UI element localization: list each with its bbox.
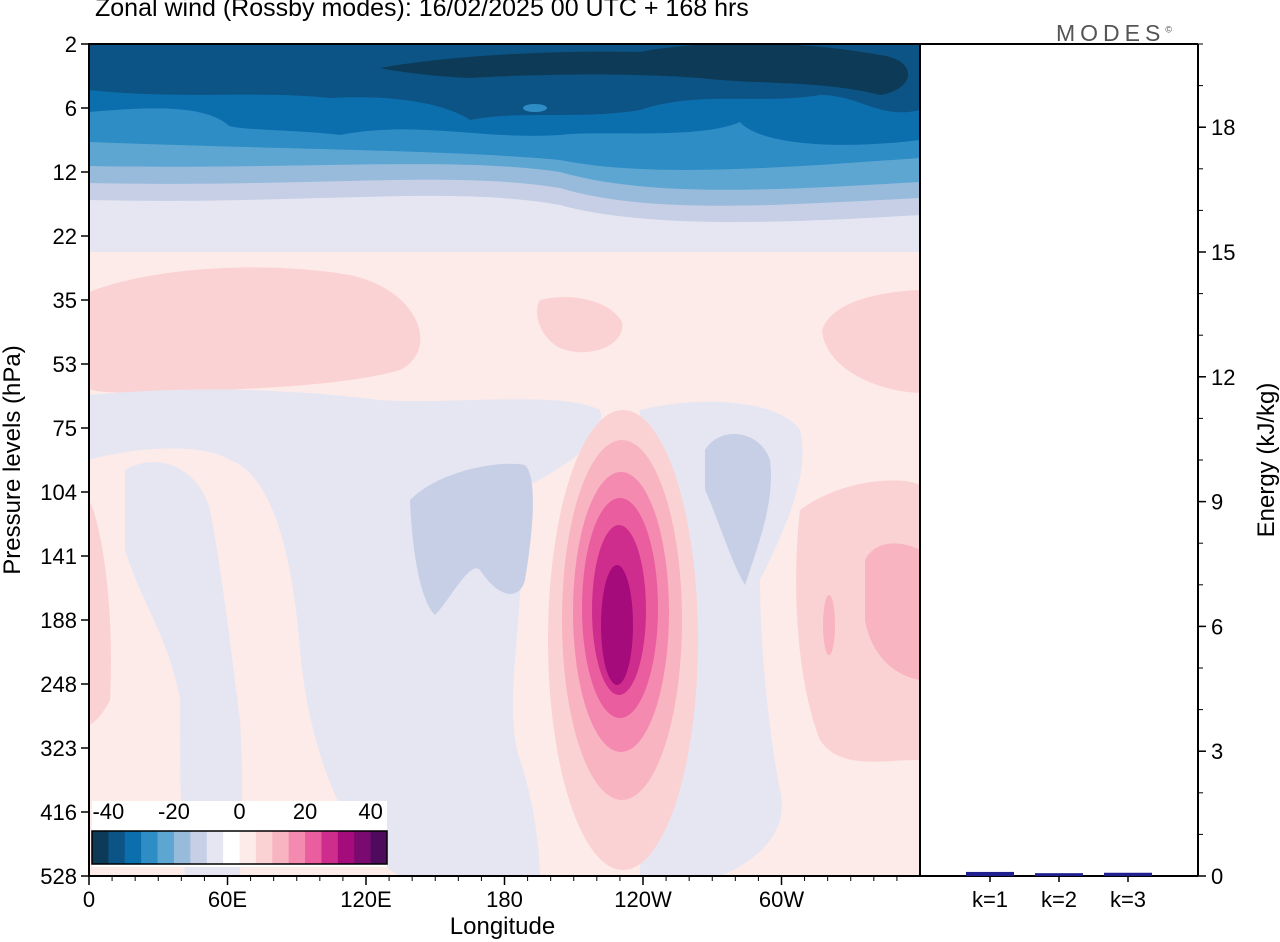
y-tick-label: 12 [53,160,77,185]
energy-bar [966,871,1014,876]
colorbar-swatch [141,831,159,864]
y-axis-title: Pressure levels (hPa) [0,345,26,574]
y-tick-label: 416 [40,800,77,825]
y-tick-label: 104 [40,480,77,505]
easterly-core-1 [410,463,533,615]
energy-bar [1104,872,1152,876]
colorbar-tick-label: 0 [233,799,245,824]
band-negative-core [380,44,909,95]
energy-tick-label: 9 [1211,490,1223,515]
y-tick-label: 53 [53,352,77,377]
colorbar-swatch [288,831,306,864]
modes-logo: MODES© [1056,20,1172,47]
colorbar-swatch [173,831,191,864]
contour-field [89,44,920,876]
colorbar-swatch [190,831,208,864]
colorbar: -40 -20 0 20 40 [91,799,388,867]
energy-tick-label: 6 [1211,614,1223,639]
y-tick-label: 323 [40,736,77,761]
bar-category-label: k=3 [1110,887,1146,912]
y-tick-label: 35 [53,288,77,313]
colorbar-swatch [124,831,142,864]
colorbar-swatch [255,831,273,864]
x-tick-label: 120E [340,887,391,912]
westerly-core-east [865,543,920,680]
y-tick-label: 248 [40,672,77,697]
colorbar-swatch [108,831,126,864]
heatmap-axes: 0 60E 120E 180 120W 60W 2 6 12 22 35 53 75 104 141 188 2… [0,32,898,940]
colorbar-swatch [370,831,388,864]
energy-tick-label: 12 [1211,365,1235,390]
energy-tick-label: 0 [1211,864,1223,889]
westerly-sliver [823,595,835,655]
logo-text: MODES [1056,20,1166,46]
colorbar-tick-label: 20 [293,799,317,824]
logo-mark: © [1165,24,1172,35]
small-patch [523,104,547,112]
colorbar-swatch [305,831,322,864]
energy-axis: 0 3 6 9 12 15 18 Energy (kJ/kg) [1198,43,1280,889]
colorbar-swatch [239,831,257,864]
bar-category-label: k=1 [972,887,1008,912]
colorbar-tick-label: -20 [158,799,190,824]
y-tick-label: 2 [65,32,77,57]
y-tick-label: 22 [53,224,77,249]
westerly-max-1 [89,267,421,393]
easterly-core-2 [705,433,771,585]
colorbar-swatch [272,831,290,864]
y-tick-label: 6 [65,96,77,121]
energy-tick-label: 15 [1211,240,1235,265]
colorbar-swatch [354,831,372,864]
y-tick-label: 188 [40,608,77,633]
colorbar-swatch [223,831,240,864]
x-tick-label: 60E [208,887,247,912]
easterly-region-3 [125,462,243,876]
colorbar-tick-label: -40 [92,799,124,824]
energy-axis-title: Energy (kJ/kg) [1253,383,1280,538]
westerly-jet [548,410,698,870]
westerly-max-3 [822,290,920,393]
colorbar-tick-label: 40 [358,799,382,824]
energy-tick-label: 18 [1211,115,1235,140]
energy-bar-panel: k=1 k=2 k=3 0 3 6 9 12 15 18 Energy (kJ/kg) [920,43,1280,912]
colorbar-swatch [92,831,109,864]
x-tick-label: 0 [83,887,95,912]
y-tick-label: 528 [40,864,77,889]
colorbar-swatch [157,831,175,864]
heatmap-panel: 0 60E 120E 180 120W 60W 2 6 12 22 35 53 75 104 141 188 2… [0,32,921,940]
bar-category-label: k=2 [1041,887,1077,912]
colorbar-frame [91,830,388,865]
colorbar-swatch [321,831,339,864]
bar-layer: k=1 k=2 k=3 [966,871,1152,912]
jet-core [601,565,633,685]
x-tick-label: 180 [486,887,523,912]
x-tick-label: 60W [759,887,804,912]
energy-tick-label: 3 [1211,739,1223,764]
x-tick-label: 120W [614,887,672,912]
x-axis-title: Longitude [450,913,555,940]
westerly-max-2 [536,296,623,353]
y-tick-label: 75 [53,416,77,441]
westerly-edge-west [89,500,111,725]
colorbar-swatch [337,831,355,864]
colorbar-swatch [206,831,224,864]
y-tick-label: 141 [40,544,77,569]
energy-bar [1035,873,1083,876]
chart-title: Zonal wind (Rossby modes): 16/02/2025 00… [95,0,749,22]
